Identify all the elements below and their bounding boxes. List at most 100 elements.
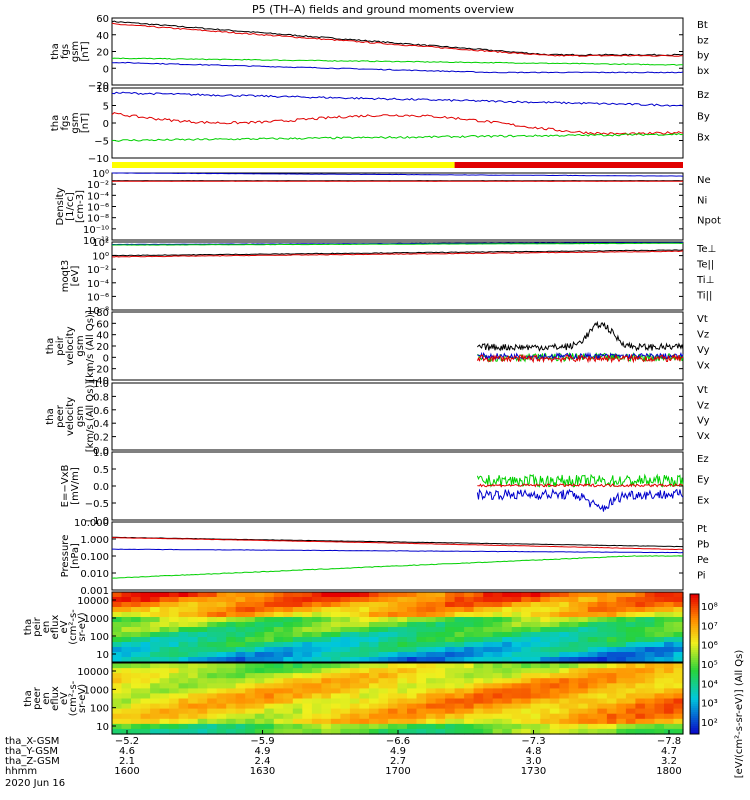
spectrogram-cell (464, 612, 475, 618)
spectrogram-cell (178, 652, 189, 658)
spectrogram-cell (121, 673, 132, 679)
spectrogram-cell (397, 632, 408, 638)
spectrogram-cell (112, 627, 123, 633)
spectrogram-cell (340, 728, 351, 735)
spectrogram-cell (445, 657, 456, 663)
spectrogram-cell (644, 632, 655, 638)
y-label-line: (cm²-s- (68, 680, 79, 716)
spectrogram-cell (207, 602, 218, 608)
legend-entry: Ex (697, 495, 709, 506)
y-tick-label: 10⁻¹² (83, 236, 109, 247)
spectrogram-cell (197, 632, 208, 638)
spectrogram-cell (197, 602, 208, 608)
spectrogram-cell (654, 663, 665, 669)
spectrogram-cell (140, 688, 151, 695)
spectrogram-cell (245, 632, 256, 638)
spectrogram-cell (245, 602, 256, 608)
spectrogram-cell (521, 723, 532, 730)
spectrogram-cell (207, 632, 218, 638)
vt-line (477, 320, 684, 352)
spectrogram-cell (330, 728, 341, 735)
spectrogram-cell (549, 708, 560, 715)
spectrogram-cell (245, 728, 256, 735)
spectrogram-cell (264, 612, 275, 618)
spectrogram-cell (159, 602, 170, 608)
spectrogram-cell (483, 627, 494, 633)
spectrogram-cell (664, 642, 675, 648)
spectrogram-cell (311, 683, 322, 689)
spectrogram-cell (245, 713, 256, 720)
pt-line (111, 536, 683, 548)
spectrogram-cell (254, 652, 265, 658)
spectrogram-cell (397, 673, 408, 679)
spectrogram-cell (112, 607, 123, 613)
spectrogram-cell (273, 703, 284, 710)
spectrogram-cell (311, 592, 322, 598)
colorbar-cell (690, 688, 699, 691)
spectrogram-cell (426, 632, 437, 638)
spectrogram-cell (188, 597, 199, 603)
spectrogram-cell (673, 663, 684, 669)
spectrogram-cell (369, 678, 380, 684)
spectrogram-cell (435, 642, 446, 648)
legend-entry: Ti|| (696, 291, 712, 302)
spectrogram-cell (349, 642, 360, 648)
spectrogram-cell (454, 678, 465, 684)
spectrogram-cell (587, 607, 598, 613)
spectrogram-cell (654, 708, 665, 715)
spectrogram-cell (216, 652, 227, 658)
spectrogram-cell (178, 657, 189, 663)
spectrogram-cell (159, 657, 170, 663)
spectrogram-cell (235, 688, 246, 695)
spectrogram-cell (369, 602, 380, 608)
spectrogram-cell (254, 713, 265, 720)
spectrogram-cell (264, 617, 275, 623)
spectrogram-cell (597, 607, 608, 613)
spectrogram-cell (330, 688, 341, 695)
spectrogram-cell (311, 703, 322, 710)
spectrogram-cell (464, 637, 475, 643)
spectrogram-cell (473, 632, 484, 638)
spectrogram-cell (273, 607, 284, 613)
spectrogram-cell (473, 652, 484, 658)
spectrogram-cell (445, 622, 456, 628)
spectrogram-cell (673, 693, 684, 700)
y-label-line: [eV] (70, 266, 81, 287)
spectrogram-cell (616, 617, 627, 623)
spectrogram-cell (188, 637, 199, 643)
spectrogram-cell (454, 718, 465, 725)
spectrogram-cell (435, 673, 446, 679)
te-par-line (111, 249, 684, 257)
spectrogram-cell (511, 678, 522, 684)
spectrogram-cell (254, 647, 265, 653)
spectrogram-cell (635, 683, 646, 689)
spectrogram-cell (483, 612, 494, 618)
spectrogram-cell (264, 627, 275, 633)
spectrogram-cell (664, 708, 675, 715)
spectrogram-cell (359, 693, 370, 700)
spectrogram-cell (435, 602, 446, 608)
spectrogram-cell (530, 703, 541, 710)
spectrogram-cell (150, 612, 161, 618)
spectrogram-cell (254, 642, 265, 648)
spectrogram-cell (178, 723, 189, 730)
spectrogram-cell (454, 728, 465, 735)
spectrogram-cell (435, 627, 446, 633)
spectrogram-cell (121, 637, 132, 643)
spectrogram-cell (587, 663, 598, 669)
legend-entry: By (697, 111, 710, 122)
x-row-value: 4.7 (661, 746, 677, 757)
spectrogram-cell (369, 657, 380, 663)
spectrogram-cell (616, 637, 627, 643)
y-tick-label: 60 (96, 319, 109, 330)
spectrogram-cell (235, 622, 246, 628)
spectrogram-cell (606, 708, 617, 715)
colorbar-cell (690, 638, 699, 641)
spectrogram-cell (673, 642, 684, 648)
spectrogram-cell (188, 657, 199, 663)
spectrogram-cell (235, 693, 246, 700)
spectrogram-cell (131, 698, 142, 705)
spectrogram-cell (568, 637, 579, 643)
spectrogram-cell (540, 632, 551, 638)
x-row-label: hhmm (5, 766, 37, 777)
